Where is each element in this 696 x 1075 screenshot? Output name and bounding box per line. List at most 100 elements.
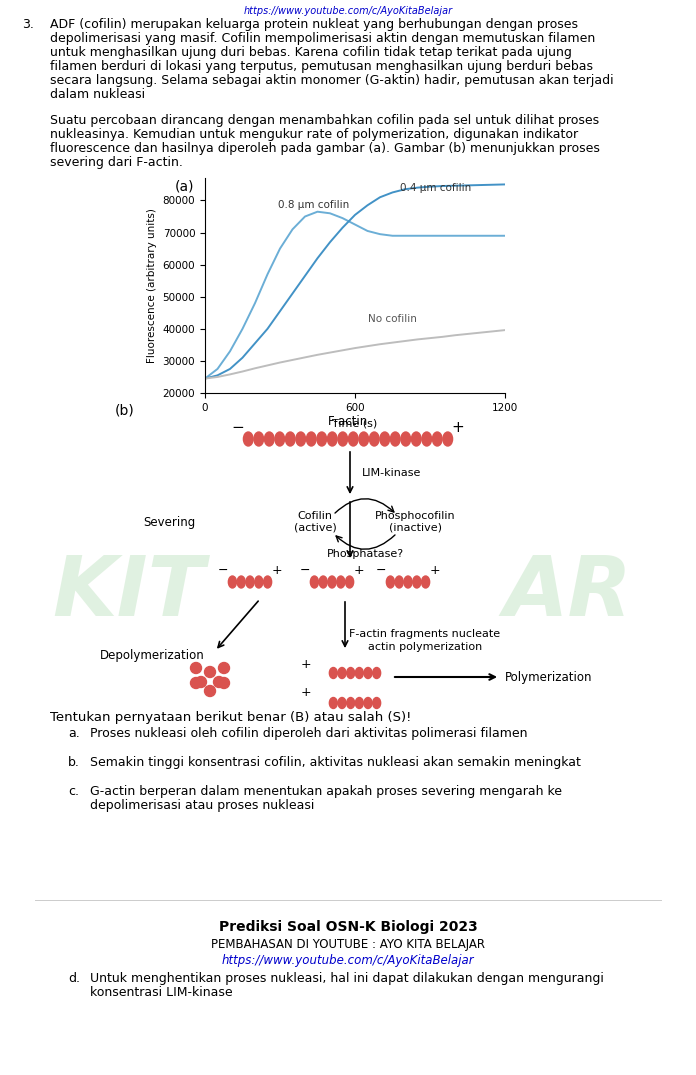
Text: Severing: Severing bbox=[143, 516, 195, 529]
Text: https://www.youtube.com/c/AyoKitaBelajar: https://www.youtube.com/c/AyoKitaBelajar bbox=[222, 954, 474, 968]
Ellipse shape bbox=[349, 432, 358, 446]
Text: Phosphatase?: Phosphatase? bbox=[326, 549, 404, 559]
Ellipse shape bbox=[347, 698, 355, 708]
Text: +: + bbox=[354, 563, 364, 576]
Y-axis label: Fluorescence (arbitrary units): Fluorescence (arbitrary units) bbox=[147, 209, 157, 363]
Ellipse shape bbox=[404, 576, 412, 588]
Text: nukleasinya. Kemudian untuk mengukur rate of polymerization, digunakan indikator: nukleasinya. Kemudian untuk mengukur rat… bbox=[50, 128, 578, 141]
Circle shape bbox=[196, 676, 207, 688]
Text: Untuk menghentikan proses nukleasi, hal ini dapat dilakukan dengan mengurangi: Untuk menghentikan proses nukleasi, hal … bbox=[90, 972, 604, 985]
Text: konsentrasi LIM-kinase: konsentrasi LIM-kinase bbox=[90, 986, 232, 999]
Ellipse shape bbox=[359, 432, 369, 446]
Text: +: + bbox=[271, 563, 283, 576]
Ellipse shape bbox=[372, 698, 381, 708]
Text: 0.8 μm cofilin: 0.8 μm cofilin bbox=[278, 200, 349, 211]
Text: −: − bbox=[218, 563, 228, 576]
Ellipse shape bbox=[347, 668, 355, 678]
Ellipse shape bbox=[310, 576, 319, 588]
Ellipse shape bbox=[228, 576, 237, 588]
Ellipse shape bbox=[345, 576, 354, 588]
Text: untuk menghasilkan ujung duri bebas. Karena cofilin tidak tetap terikat pada uju: untuk menghasilkan ujung duri bebas. Kar… bbox=[50, 46, 572, 59]
Text: fluorescence dan hasilnya diperoleh pada gambar (a). Gambar (b) menunjukkan pros: fluorescence dan hasilnya diperoleh pada… bbox=[50, 142, 600, 155]
Text: −: − bbox=[376, 563, 386, 576]
Text: Polymerization: Polymerization bbox=[505, 671, 592, 684]
Text: +: + bbox=[301, 659, 311, 672]
Ellipse shape bbox=[443, 432, 452, 446]
Ellipse shape bbox=[246, 576, 254, 588]
Ellipse shape bbox=[264, 432, 274, 446]
Text: F-actin: F-actin bbox=[328, 415, 368, 428]
Ellipse shape bbox=[306, 432, 316, 446]
Ellipse shape bbox=[432, 432, 442, 446]
Circle shape bbox=[219, 662, 230, 674]
Ellipse shape bbox=[370, 432, 379, 446]
Text: AR: AR bbox=[504, 551, 633, 632]
Text: d.: d. bbox=[68, 972, 80, 985]
Ellipse shape bbox=[254, 432, 264, 446]
Text: Prediksi Soal OSN-K Biologi 2023: Prediksi Soal OSN-K Biologi 2023 bbox=[219, 920, 477, 934]
Text: +: + bbox=[452, 419, 464, 434]
Ellipse shape bbox=[422, 432, 432, 446]
Text: a.: a. bbox=[68, 727, 80, 740]
Text: depolimerisasi yang masif. Cofilin mempolimerisasi aktin dengan memutuskan filam: depolimerisasi yang masif. Cofilin mempo… bbox=[50, 32, 595, 45]
Text: −: − bbox=[232, 419, 244, 434]
Text: https://www.youtube.com/c/AyoKitaBelajar: https://www.youtube.com/c/AyoKitaBelajar bbox=[244, 6, 452, 16]
Text: PEMBAHASAN DI YOUTUBE : AYO KITA BELAJAR: PEMBAHASAN DI YOUTUBE : AYO KITA BELAJAR bbox=[211, 938, 485, 951]
Text: (b): (b) bbox=[115, 403, 135, 417]
Ellipse shape bbox=[319, 576, 327, 588]
Circle shape bbox=[205, 686, 216, 697]
Ellipse shape bbox=[364, 668, 372, 678]
Ellipse shape bbox=[401, 432, 411, 446]
Text: 0.4 μm cofilin: 0.4 μm cofilin bbox=[400, 183, 471, 192]
Ellipse shape bbox=[327, 432, 337, 446]
Text: KIT: KIT bbox=[52, 551, 204, 632]
Circle shape bbox=[205, 666, 216, 677]
Text: No cofilin: No cofilin bbox=[367, 314, 416, 325]
Ellipse shape bbox=[422, 576, 429, 588]
Text: −: − bbox=[300, 563, 310, 576]
Ellipse shape bbox=[338, 668, 346, 678]
Ellipse shape bbox=[244, 432, 253, 446]
Ellipse shape bbox=[337, 576, 345, 588]
Ellipse shape bbox=[275, 432, 285, 446]
Ellipse shape bbox=[386, 576, 395, 588]
Text: 3.: 3. bbox=[22, 18, 34, 31]
X-axis label: Time (s): Time (s) bbox=[333, 418, 378, 428]
Ellipse shape bbox=[317, 432, 326, 446]
Ellipse shape bbox=[338, 432, 347, 446]
Ellipse shape bbox=[413, 576, 421, 588]
Ellipse shape bbox=[328, 576, 336, 588]
Text: Semakin tinggi konsentrasi cofilin, aktivitas nukleasi akan semakin meningkat: Semakin tinggi konsentrasi cofilin, akti… bbox=[90, 756, 581, 769]
Circle shape bbox=[191, 662, 202, 674]
Text: Depolymerization: Depolymerization bbox=[100, 648, 205, 661]
Text: severing dari F-actin.: severing dari F-actin. bbox=[50, 156, 183, 169]
Ellipse shape bbox=[329, 668, 338, 678]
Ellipse shape bbox=[356, 698, 363, 708]
Text: Tentukan pernyataan berikut benar (B) atau salah (S)!: Tentukan pernyataan berikut benar (B) at… bbox=[50, 711, 411, 723]
Text: +: + bbox=[301, 687, 311, 700]
Text: F-actin fragments nucleate: F-actin fragments nucleate bbox=[349, 629, 500, 639]
Circle shape bbox=[214, 676, 225, 688]
Ellipse shape bbox=[356, 668, 363, 678]
Text: dalam nukleasi: dalam nukleasi bbox=[50, 88, 145, 101]
Ellipse shape bbox=[338, 698, 346, 708]
Circle shape bbox=[219, 677, 230, 688]
Text: ADF (cofilin) merupakan keluarga protein nukleat yang berhubungan dengan proses: ADF (cofilin) merupakan keluarga protein… bbox=[50, 18, 578, 31]
Ellipse shape bbox=[372, 668, 381, 678]
Text: LIM-kinase: LIM-kinase bbox=[362, 468, 421, 478]
Ellipse shape bbox=[237, 576, 245, 588]
Ellipse shape bbox=[364, 698, 372, 708]
Text: filamen berduri di lokasi yang terputus, pemutusan menghasilkan ujung berduri be: filamen berduri di lokasi yang terputus,… bbox=[50, 60, 593, 73]
Ellipse shape bbox=[395, 576, 403, 588]
Text: Proses nukleasi oleh cofilin diperoleh dari aktivitas polimerasi filamen: Proses nukleasi oleh cofilin diperoleh d… bbox=[90, 727, 528, 740]
Text: Suatu percobaan dirancang dengan menambahkan cofilin pada sel untuk dilihat pros: Suatu percobaan dirancang dengan menamba… bbox=[50, 114, 599, 127]
Ellipse shape bbox=[329, 698, 338, 708]
Ellipse shape bbox=[255, 576, 263, 588]
Text: secara langsung. Selama sebagai aktin monomer (G-aktin) hadir, pemutusan akan te: secara langsung. Selama sebagai aktin mo… bbox=[50, 74, 614, 87]
Text: depolimerisasi atau proses nukleasi: depolimerisasi atau proses nukleasi bbox=[90, 799, 315, 812]
Ellipse shape bbox=[390, 432, 400, 446]
Ellipse shape bbox=[264, 576, 271, 588]
Ellipse shape bbox=[380, 432, 390, 446]
Text: c.: c. bbox=[68, 785, 79, 798]
Ellipse shape bbox=[296, 432, 306, 446]
